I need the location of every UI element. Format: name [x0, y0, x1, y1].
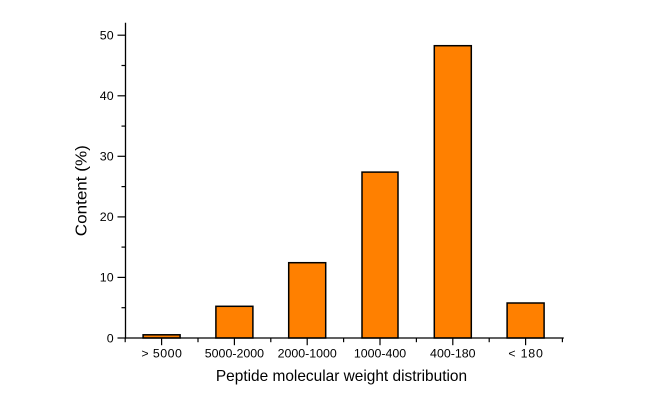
svg-text:2000-1000: 2000-1000 [278, 347, 337, 361]
svg-text:40: 40 [100, 89, 114, 103]
svg-text:< 180: < 180 [508, 347, 543, 361]
svg-text:> 5000: > 5000 [141, 347, 182, 361]
svg-text:0: 0 [107, 331, 114, 345]
svg-text:400-180: 400-180 [430, 347, 476, 361]
svg-text:30: 30 [100, 150, 114, 164]
svg-text:20: 20 [100, 210, 114, 224]
svg-text:50: 50 [100, 29, 114, 43]
svg-text:Content (%): Content (%) [73, 145, 90, 236]
svg-text:10: 10 [100, 271, 114, 285]
svg-text:1000-400: 1000-400 [354, 347, 406, 361]
svg-text:5000-2000: 5000-2000 [205, 347, 264, 361]
svg-text:Peptide molecular weight distr: Peptide molecular weight distribution [216, 368, 467, 385]
